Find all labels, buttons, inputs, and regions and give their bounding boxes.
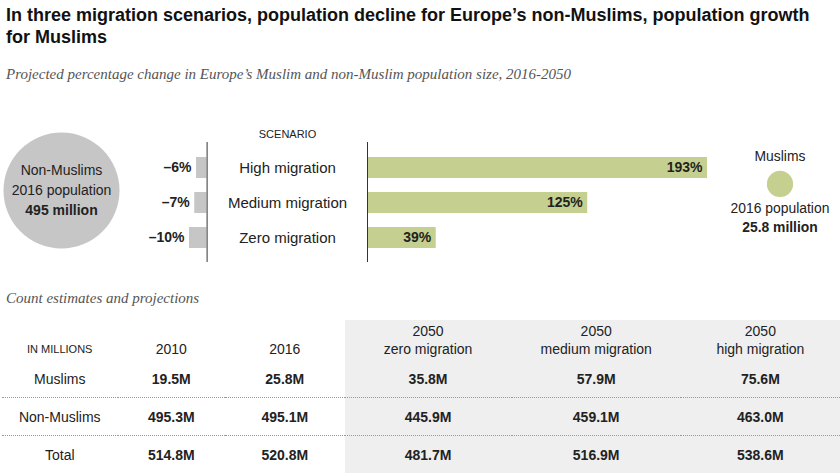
html-text:Count estimates and projection: Count estimates and projections	[6, 290, 200, 306]
html-text:2050: 2050	[412, 323, 444, 339]
svg-text:–6%: –6%	[164, 159, 193, 175]
html-text:57.9M: 57.9M	[576, 370, 616, 387]
html-text:516.9M: 516.9M	[572, 446, 620, 463]
svg-text:Non-Muslims: Non-Muslims	[21, 162, 103, 178]
svg-text:Zero migration: Zero migration	[239, 229, 336, 246]
html-text:495.1M: 495.1M	[261, 408, 309, 425]
svg-text:SCENARIO: SCENARIO	[259, 128, 317, 140]
html-text:538.6M: 538.6M	[737, 446, 784, 463]
html-text:high migration: high migration	[716, 341, 805, 357]
html-text:495.3M: 495.3M	[147, 408, 195, 425]
html-text:zero migration: zero migration	[383, 341, 473, 357]
svg-text:High migration: High migration	[239, 159, 336, 176]
svg-text:–7%: –7%	[162, 194, 191, 210]
html-text:445.9M: 445.9M	[404, 408, 452, 425]
html-text:In three migration scenarios,: In three migration scenarios, population…	[6, 5, 810, 47]
html-text:35.8M: 35.8M	[408, 370, 448, 387]
svg-text:2016 population: 2016 population	[731, 200, 830, 216]
html-text:25.8M: 25.8M	[265, 370, 305, 387]
svg-text:Muslims: Muslims	[755, 148, 806, 164]
html-text:514.8M: 514.8M	[147, 446, 195, 463]
svg-text:–10%: –10%	[149, 229, 185, 245]
html-text:2050: 2050	[580, 323, 612, 339]
html-text:520.8M: 520.8M	[261, 446, 309, 463]
svg-text:125%: 125%	[547, 194, 583, 210]
svg-text:495 million: 495 million	[25, 202, 97, 218]
svg-text:25.8 million: 25.8 million	[742, 219, 818, 235]
html-text:Non-Muslims: Non-Muslims	[18, 408, 101, 425]
html-text:Total: Total	[45, 446, 75, 463]
html-text:2016: 2016	[269, 341, 301, 357]
html-text:IN MILLIONS: IN MILLIONS	[27, 343, 93, 355]
svg-text:193%: 193%	[667, 159, 703, 175]
html-text:463.0M: 463.0M	[737, 408, 784, 425]
html-text:Muslims: Muslims	[34, 370, 86, 387]
html-text:481.7M: 481.7M	[404, 446, 452, 463]
html-text:19.5M: 19.5M	[151, 370, 191, 387]
html-text:2050: 2050	[744, 323, 776, 339]
svg-text:39%: 39%	[403, 229, 432, 245]
svg-text:2016 population: 2016 population	[12, 182, 112, 198]
html-text:459.1M: 459.1M	[572, 408, 620, 425]
html-text:medium migration: medium migration	[540, 341, 652, 357]
svg-text:Medium migration: Medium migration	[228, 194, 347, 211]
html-text:75.6M: 75.6M	[740, 370, 780, 387]
html-text:2010: 2010	[155, 341, 187, 357]
html-text:Projected percentage change in: Projected percentage change in Europe’s …	[6, 66, 572, 82]
